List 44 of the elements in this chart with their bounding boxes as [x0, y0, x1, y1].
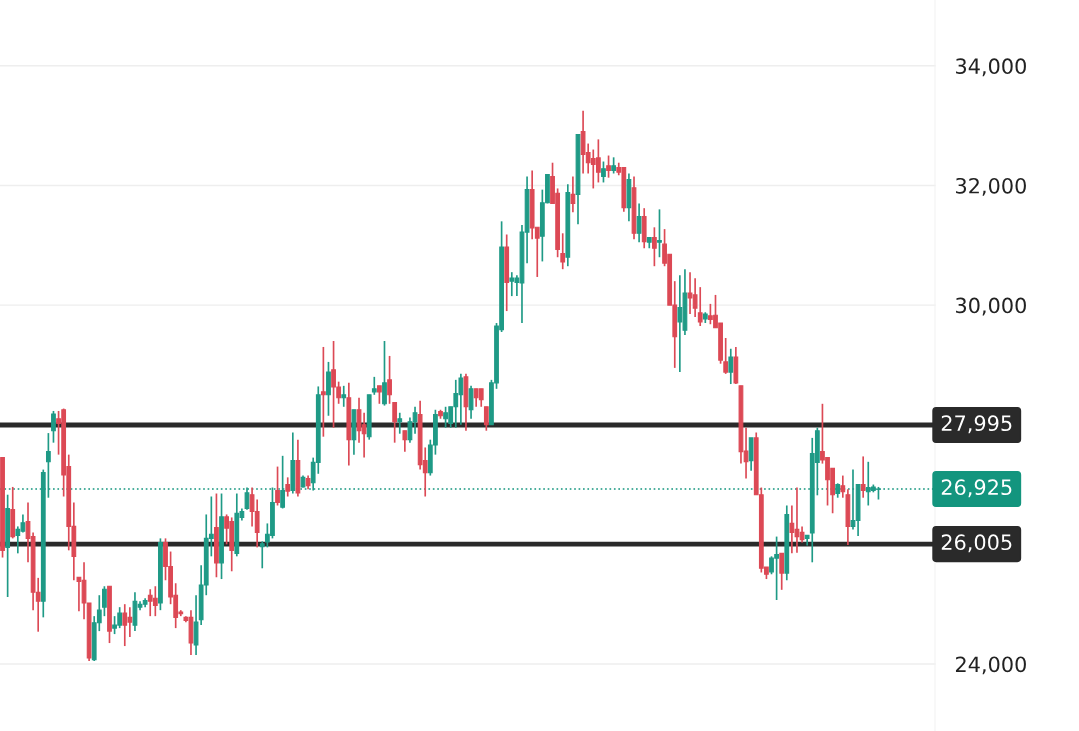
candlestick [397, 411, 403, 435]
candlestick [651, 226, 657, 268]
candlestick [275, 465, 280, 507]
candlestick [254, 498, 260, 549]
candlestick [601, 160, 606, 184]
candlestick [779, 552, 785, 591]
candlestick [382, 340, 387, 407]
y-tick-label: 34,000 [956, 58, 1026, 77]
candlestick [677, 274, 683, 373]
candlestick [697, 286, 703, 327]
candlestick [860, 455, 866, 499]
candlestick [570, 175, 576, 214]
candlestick [152, 585, 158, 617]
candlestick [259, 540, 265, 570]
y-tick-label: 24,000 [955, 656, 1026, 675]
ref-line-label: 27,995 [941, 415, 1012, 434]
candlestick [560, 232, 566, 271]
ref-line-label: 26,925 [941, 479, 1012, 498]
candlestick [15, 525, 21, 555]
y-tick-label: 30,000 [956, 297, 1026, 316]
candlestick [723, 337, 729, 375]
candlestick [320, 346, 326, 438]
candlestick [657, 208, 662, 259]
y-tick-label: 32,000 [956, 177, 1026, 196]
candlestick [392, 401, 398, 444]
candlestick [285, 476, 291, 498]
candlestick [402, 429, 408, 453]
candlestick [102, 585, 107, 617]
candlestick [483, 405, 489, 432]
candlestick [341, 385, 347, 408]
candlestick [595, 138, 601, 184]
candlestick [122, 603, 128, 647]
candlestick [468, 385, 474, 420]
candlestick [606, 154, 611, 179]
candlestick [789, 504, 795, 555]
candlestick [326, 361, 331, 417]
candlestick [509, 271, 515, 297]
candlestick [361, 411, 367, 459]
candlestick [728, 347, 734, 385]
candlestick [51, 410, 56, 444]
candlestick [748, 437, 754, 472]
ref-line-label: 26,005 [941, 534, 1012, 553]
candlestick [636, 202, 642, 244]
candlestick [387, 355, 392, 405]
